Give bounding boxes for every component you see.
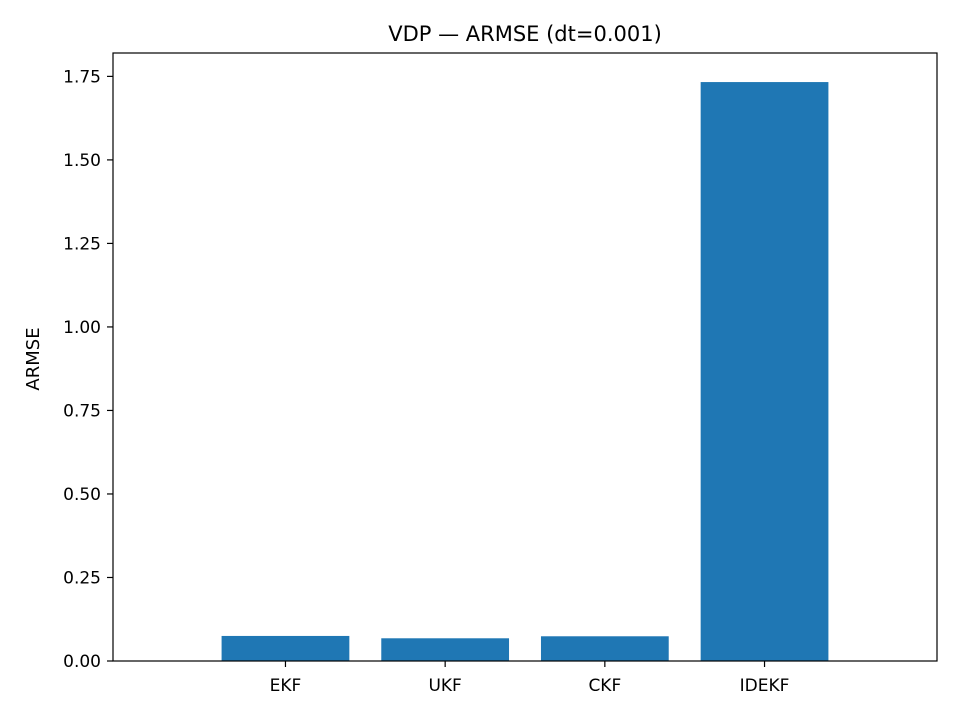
y-tick-label: 0.25	[63, 568, 101, 588]
bar-ckf	[540, 636, 669, 661]
y-tick-label: 0.00	[63, 652, 101, 672]
x-tick-label: UKF	[428, 676, 461, 696]
plot-frame	[112, 52, 938, 662]
y-tick-label: 1.25	[63, 234, 101, 254]
y-tick-label: 0.75	[63, 401, 101, 421]
x-ticks: EKF UKF CKF IDEKF	[270, 661, 790, 696]
y-tick-label: 0.50	[63, 485, 101, 505]
y-tick-label: 1.00	[63, 318, 101, 338]
bar-ekf	[221, 635, 350, 661]
y-axis-label: ARMSE	[23, 327, 44, 390]
y-tick-label: 1.50	[63, 151, 101, 171]
y-ticks: 0.00 0.25 0.50 0.75 1.00 1.25 1.50 1.75	[63, 67, 113, 672]
bars	[221, 82, 829, 662]
x-tick-label: EKF	[270, 676, 302, 696]
x-tick-label: CKF	[588, 676, 621, 696]
x-tick-label: IDEKF	[740, 676, 790, 696]
bar-idekf	[700, 82, 829, 662]
chart-title: VDP — ARMSE (dt=0.001)	[388, 22, 662, 46]
y-tick-label: 1.75	[63, 67, 101, 87]
bar-ukf	[381, 638, 510, 661]
